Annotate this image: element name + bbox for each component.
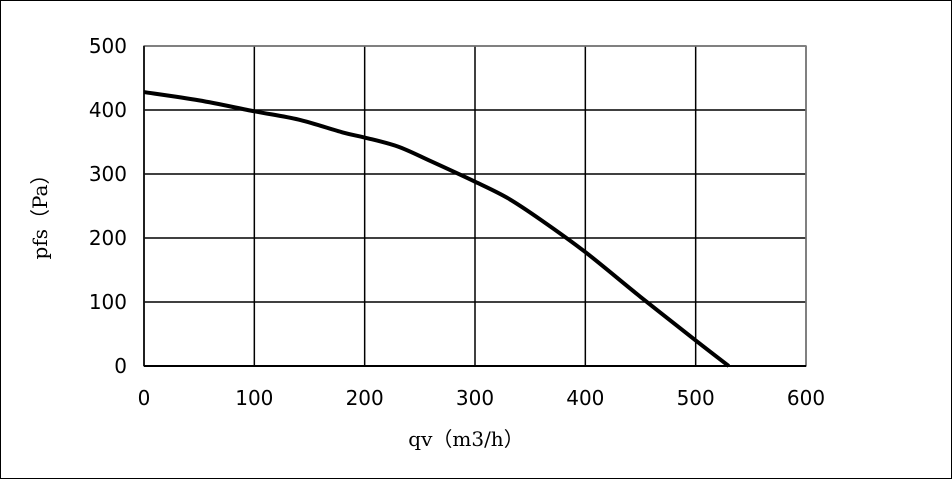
x-tick-label: 600 <box>787 386 825 410</box>
x-axis-label: qv（m3/h） <box>408 427 523 451</box>
y-axis-label: pfs（Pa） <box>28 165 52 260</box>
x-tick-label: 0 <box>138 386 151 410</box>
y-tick-labels: 0 100 200 300 400 500 <box>89 34 127 378</box>
series-group <box>143 90 730 368</box>
grid <box>143 45 807 367</box>
x-tick-label: 200 <box>346 386 384 410</box>
y-tick-label: 300 <box>89 162 127 186</box>
y-tick-label: 500 <box>89 34 127 58</box>
y-tick-label: 100 <box>89 290 127 314</box>
x-tick-label: 300 <box>456 386 494 410</box>
x-tick-label: 100 <box>235 386 273 410</box>
plot-area-border <box>143 45 807 367</box>
x-tick-label: 500 <box>677 386 715 410</box>
x-tick-labels: 0 100 200 300 400 500 600 <box>138 386 825 410</box>
series-line <box>143 90 730 368</box>
y-tick-label: 400 <box>89 98 127 122</box>
x-tick-label: 400 <box>566 386 604 410</box>
y-tick-label: 200 <box>89 226 127 250</box>
y-tick-label: 0 <box>114 354 127 378</box>
